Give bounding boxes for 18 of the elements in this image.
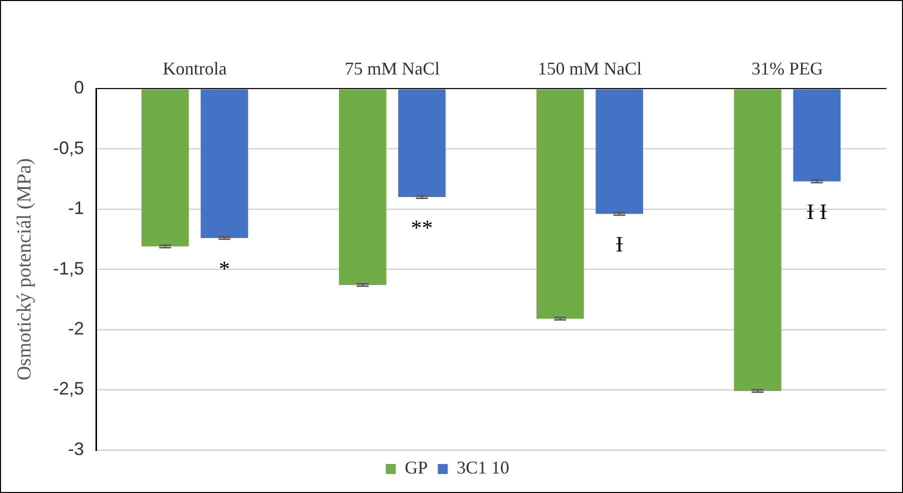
- y-tick-label: -0,5: [52, 138, 84, 158]
- legend-label: 3C1 10: [456, 458, 510, 478]
- annotation: **: [410, 214, 433, 240]
- y-tick-label: -2,5: [52, 378, 84, 399]
- y-axis-title: Osmotický potenciál (MPa): [13, 158, 36, 380]
- annotation: Ɨ Ɨ: [806, 199, 827, 224]
- annotation: Ɨ: [616, 232, 624, 257]
- x-tick-label: 150 mM NaCl: [538, 58, 642, 79]
- y-tick-label: -3: [68, 438, 84, 459]
- annotation: *: [218, 256, 230, 281]
- legend-label: GP: [404, 458, 428, 478]
- x-tick-label: 75 mM NaCl: [344, 58, 440, 79]
- x-tick-label: 31% PEG: [752, 58, 823, 79]
- y-tick-label: -1: [68, 198, 84, 218]
- y-tick-label: 0: [74, 78, 84, 98]
- y-tick-label: -2: [68, 318, 84, 338]
- x-tick-label: Kontrola: [162, 58, 227, 79]
- y-tick-label: -1,5: [52, 258, 84, 278]
